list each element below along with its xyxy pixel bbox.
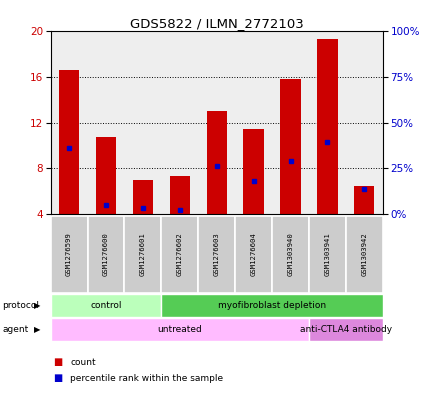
Text: GSM1303941: GSM1303941 [324, 233, 330, 276]
Text: untreated: untreated [158, 325, 202, 334]
Text: myofibroblast depletion: myofibroblast depletion [218, 301, 326, 310]
Bar [96, 136, 116, 214]
Bar [161, 294, 383, 317]
Bar [309, 216, 346, 293]
Text: protocol: protocol [2, 301, 39, 310]
Bar [198, 216, 235, 293]
Bar [161, 216, 198, 293]
Bar [125, 216, 161, 293]
Text: GSM1276604: GSM1276604 [251, 233, 257, 276]
Text: GSM1303942: GSM1303942 [361, 233, 367, 276]
Bar [59, 70, 79, 214]
Text: agent: agent [2, 325, 29, 334]
Text: GSM1276599: GSM1276599 [66, 233, 72, 276]
Bar [170, 176, 190, 214]
Text: ■: ■ [53, 357, 62, 367]
Bar [51, 318, 309, 341]
Text: GSM1303940: GSM1303940 [287, 233, 293, 276]
Text: count: count [70, 358, 96, 367]
Text: GSM1276602: GSM1276602 [177, 233, 183, 276]
Text: control: control [90, 301, 122, 310]
Bar [88, 216, 125, 293]
Text: ■: ■ [53, 373, 62, 383]
Bar [309, 318, 383, 341]
Bar [346, 216, 383, 293]
Bar [51, 294, 161, 317]
Text: anti-CTLA4 antibody: anti-CTLA4 antibody [300, 325, 392, 334]
Bar [272, 216, 309, 293]
Title: GDS5822 / ILMN_2772103: GDS5822 / ILMN_2772103 [130, 17, 304, 30]
Bar [280, 79, 301, 214]
Text: percentile rank within the sample: percentile rank within the sample [70, 374, 224, 382]
Bar [235, 216, 272, 293]
Text: GSM1276600: GSM1276600 [103, 233, 109, 276]
Text: GSM1276603: GSM1276603 [214, 233, 220, 276]
Bar [243, 129, 264, 214]
Bar [51, 216, 88, 293]
Text: GSM1276601: GSM1276601 [140, 233, 146, 276]
Text: ▶: ▶ [34, 301, 40, 310]
Bar [133, 180, 153, 214]
Bar [317, 39, 337, 214]
Text: ▶: ▶ [34, 325, 40, 334]
Bar [354, 185, 374, 214]
Bar [206, 111, 227, 214]
